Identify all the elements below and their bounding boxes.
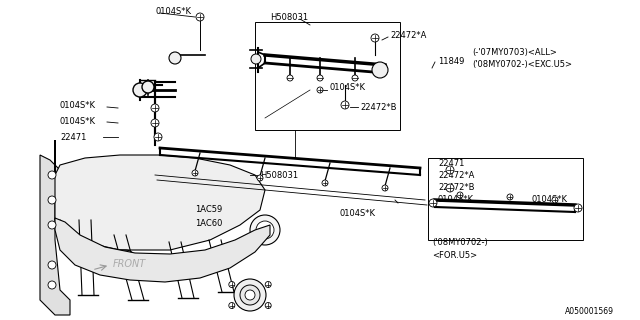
Circle shape [48,281,56,289]
Text: 1AC60: 1AC60 [195,219,222,228]
Bar [255,22,400,130]
Circle shape [382,185,388,191]
Circle shape [265,302,271,308]
Circle shape [196,13,204,21]
Circle shape [372,62,388,78]
Polygon shape [55,140,265,250]
Circle shape [446,166,454,174]
Text: 0104S*K: 0104S*K [340,209,376,218]
Circle shape [552,197,558,203]
Circle shape [322,180,328,186]
Circle shape [48,221,56,229]
Text: ('08MY0702-): ('08MY0702-) [432,238,488,247]
Circle shape [151,104,159,112]
Circle shape [251,54,261,64]
Circle shape [48,196,56,204]
Circle shape [229,302,235,308]
Text: ('08MY0702-)<EXC.U5>: ('08MY0702-)<EXC.U5> [472,60,572,69]
Circle shape [371,34,379,42]
Circle shape [457,192,463,198]
Circle shape [352,75,358,81]
Text: 22471: 22471 [60,132,86,141]
Circle shape [133,83,147,97]
Circle shape [48,261,56,269]
Circle shape [287,75,293,81]
Circle shape [48,171,56,179]
Circle shape [317,87,323,93]
Text: 22472*B: 22472*B [360,103,397,113]
Circle shape [169,52,181,64]
Text: 22471: 22471 [438,158,465,167]
Text: H508031: H508031 [260,171,298,180]
Circle shape [234,279,266,311]
Circle shape [317,75,323,81]
Text: 0104S*K: 0104S*K [330,84,366,92]
Circle shape [142,81,154,93]
Circle shape [256,221,274,239]
Circle shape [265,282,271,287]
Text: 11849: 11849 [438,58,465,67]
Circle shape [429,199,437,207]
Circle shape [507,194,513,200]
Text: 22472*B: 22472*B [438,183,474,193]
Circle shape [574,204,582,212]
Circle shape [192,170,198,176]
Circle shape [151,119,159,127]
Circle shape [154,133,162,141]
Text: 1AC59: 1AC59 [195,205,222,214]
Circle shape [240,285,260,305]
Text: A050001569: A050001569 [565,308,614,316]
Polygon shape [55,218,270,282]
Text: 22472*A: 22472*A [390,30,426,39]
Circle shape [257,175,263,181]
Text: (-'07MY0703)<ALL>: (-'07MY0703)<ALL> [472,49,557,58]
Text: <FOR.U5>: <FOR.U5> [432,251,477,260]
Circle shape [250,215,280,245]
Circle shape [245,290,255,300]
Text: 0104S*K: 0104S*K [155,7,191,17]
Text: 0104S*K: 0104S*K [60,100,96,109]
Bar [428,158,583,240]
Text: H508031: H508031 [270,12,308,21]
Text: FRONT: FRONT [113,259,147,269]
Text: 0104S*K: 0104S*K [438,196,474,204]
Text: 22472*A: 22472*A [438,171,474,180]
Text: 0104S*K: 0104S*K [60,117,96,126]
Circle shape [341,101,349,109]
Text: 0104S*K: 0104S*K [532,196,568,204]
Polygon shape [40,155,70,315]
Circle shape [446,184,454,192]
Circle shape [229,282,235,287]
